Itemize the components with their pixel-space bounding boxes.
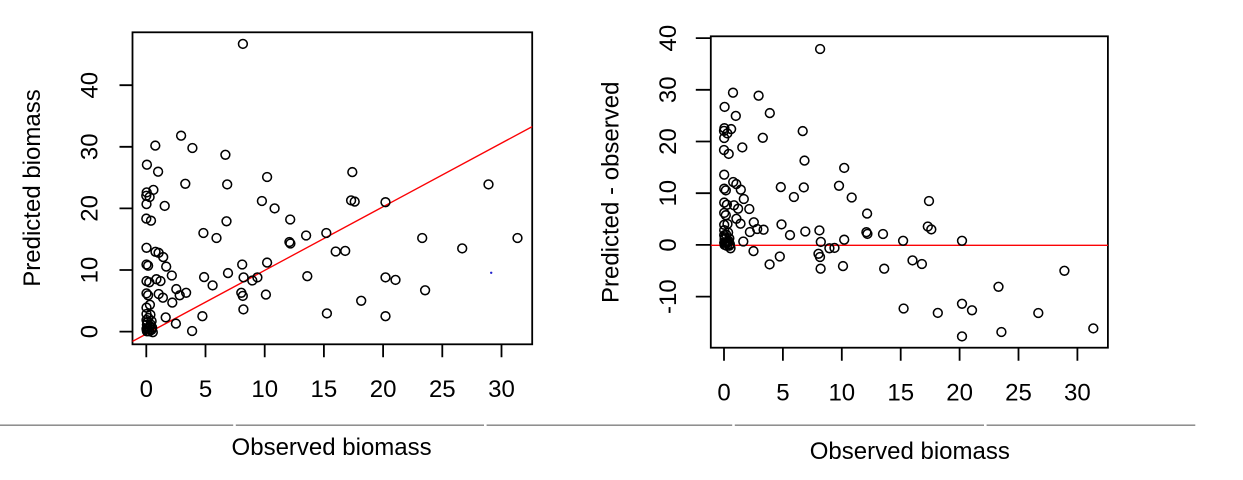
svg-text:30: 30 [488,376,515,403]
svg-text:Predicted biomass: Predicted biomass [19,89,46,286]
svg-text:0: 0 [717,379,730,406]
svg-text:0: 0 [77,325,104,338]
svg-text:15: 15 [887,379,914,406]
svg-text:15: 15 [311,376,338,403]
svg-text:10: 10 [251,376,278,403]
svg-text:25: 25 [429,376,456,403]
svg-text:5: 5 [776,379,789,406]
svg-text:0: 0 [140,376,153,403]
svg-text:5: 5 [199,376,212,403]
svg-text:25: 25 [1005,379,1032,406]
svg-text:20: 20 [370,376,397,403]
svg-text:Predicted - observed: Predicted - observed [598,82,625,303]
svg-text:30: 30 [77,133,104,160]
svg-text:20: 20 [77,195,104,222]
svg-text:-10: -10 [655,279,682,314]
svg-text:40: 40 [77,72,104,99]
svg-text:40: 40 [655,25,682,52]
svg-text:Observed biomass: Observed biomass [810,438,1010,465]
svg-text:30: 30 [655,76,682,103]
svg-text:0: 0 [655,238,682,251]
svg-text:10: 10 [828,379,855,406]
svg-text:Observed biomass: Observed biomass [232,434,432,461]
svg-text:20: 20 [946,379,973,406]
svg-text:10: 10 [77,257,104,284]
svg-text:10: 10 [655,180,682,207]
svg-text:30: 30 [1064,379,1091,406]
svg-text:20: 20 [655,128,682,155]
